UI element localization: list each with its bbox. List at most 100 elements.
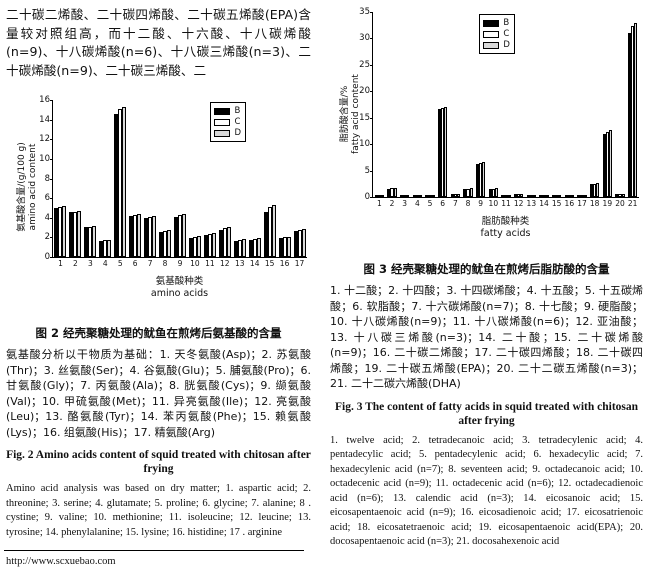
x-tick-label: 14 bbox=[249, 259, 260, 268]
y-tick-label: 20 bbox=[359, 86, 370, 97]
bar-C bbox=[163, 230, 168, 257]
x-tick-label: 17 bbox=[577, 199, 587, 208]
bar-D bbox=[181, 213, 186, 257]
y-tick-mark bbox=[50, 119, 53, 121]
bar-B bbox=[437, 109, 442, 197]
bar-B bbox=[69, 211, 74, 257]
bar-B bbox=[278, 238, 283, 257]
bar-D bbox=[152, 215, 157, 257]
legend-item: C bbox=[214, 117, 241, 127]
figure-3-x-axis-label-en: fatty acids bbox=[480, 228, 531, 239]
bar-D bbox=[456, 193, 461, 197]
figure-3-caption-cn: 图 3 经壳聚糖处理的鱿鱼在煎烤后脂肪酸的含量 bbox=[363, 262, 610, 276]
legend-swatch-B bbox=[483, 19, 500, 27]
bar-group bbox=[601, 12, 614, 197]
figure-3-x-axis-label: 脂肪酸种类 fatty acids bbox=[372, 216, 639, 240]
bar-D bbox=[494, 188, 499, 197]
bar-C bbox=[177, 214, 182, 257]
bar-C bbox=[605, 132, 609, 197]
y-tick-label: 0 bbox=[364, 192, 370, 202]
figure-2-caption-en: Fig. 2 Amino acids content of squid trea… bbox=[6, 449, 311, 475]
x-tick-label: 21 bbox=[627, 199, 638, 208]
bar-C bbox=[580, 195, 584, 197]
bar-D bbox=[301, 228, 306, 257]
bar-B bbox=[263, 211, 268, 257]
bar-B bbox=[589, 184, 594, 197]
legend-label-D: D bbox=[234, 128, 242, 138]
bar-D bbox=[226, 226, 231, 257]
y-tick-mark bbox=[50, 198, 53, 200]
x-tick-label: 10 bbox=[488, 199, 499, 208]
x-tick-label: 15 bbox=[551, 199, 562, 208]
bar-C bbox=[428, 195, 432, 197]
bar-D bbox=[271, 205, 276, 257]
y-tick-mark bbox=[370, 64, 373, 66]
x-tick-label: 3 bbox=[402, 199, 408, 208]
bar-group bbox=[98, 100, 113, 257]
figure-2-notes-cn: 氨基酸分析以干物质为基础：1. 天冬氨酸(Asp)；2. 苏氨酸(Thr)；3.… bbox=[6, 348, 311, 439]
x-tick-label: 3 bbox=[87, 259, 93, 268]
x-tick-label: 9 bbox=[177, 259, 183, 268]
x-tick-label: 16 bbox=[279, 259, 290, 268]
y-tick-label: 0 bbox=[44, 252, 50, 262]
legend-item: D bbox=[214, 128, 241, 138]
y-tick-mark bbox=[370, 170, 373, 172]
bar-group bbox=[424, 12, 437, 197]
x-tick-label: 15 bbox=[264, 259, 275, 268]
bar-D bbox=[92, 225, 97, 257]
bar-B bbox=[564, 195, 568, 197]
y-tick-mark bbox=[50, 178, 53, 180]
x-tick-label: 1 bbox=[376, 199, 382, 208]
bar-group bbox=[462, 12, 475, 197]
bar-D bbox=[431, 195, 435, 197]
bar-D bbox=[286, 237, 291, 257]
bar-group bbox=[68, 100, 83, 257]
bar-C bbox=[267, 206, 272, 257]
bar-C bbox=[133, 214, 138, 257]
bar-group bbox=[576, 12, 589, 197]
bar-C bbox=[542, 195, 546, 197]
x-tick-label: 14 bbox=[539, 199, 549, 208]
bar-B bbox=[399, 195, 404, 197]
figure-3-y-axis-label-cn: 脂肪酸含量/% bbox=[340, 85, 350, 143]
bar-B bbox=[501, 194, 505, 197]
figure-2-chart: 氨基酸含量/(g/100 g) amino acid content 0 2 4 6 8… bbox=[6, 95, 311, 299]
legend-label-B: B bbox=[234, 106, 241, 116]
x-tick-label: 12 bbox=[513, 199, 524, 208]
bar-group bbox=[83, 100, 98, 257]
figure-2-notes-en: Amino acid analysis was based on dry mat… bbox=[6, 483, 311, 538]
legend-label-C: C bbox=[234, 117, 241, 127]
bar-D bbox=[444, 107, 448, 197]
bar-D bbox=[122, 106, 127, 257]
y-tick-label: 35 bbox=[359, 7, 370, 17]
y-tick-mark bbox=[370, 197, 373, 198]
bar-C bbox=[415, 194, 419, 197]
bar-C bbox=[466, 188, 470, 197]
bar-D bbox=[482, 162, 486, 197]
bar-D bbox=[520, 193, 524, 197]
bar-C bbox=[491, 188, 495, 197]
y-tick-mark bbox=[50, 217, 53, 219]
bar-B bbox=[203, 235, 208, 257]
bar-B bbox=[425, 195, 429, 197]
bar-D bbox=[167, 229, 172, 257]
bar-B bbox=[99, 241, 104, 257]
legend-swatch-C bbox=[214, 118, 231, 126]
x-tick-label: 5 bbox=[117, 259, 123, 268]
figure-3-notes-en: 1. twelve acid; 2. tetradecanoic acid; 3… bbox=[330, 434, 643, 548]
bar-group bbox=[113, 100, 128, 257]
bar-group bbox=[500, 12, 513, 197]
bar-D bbox=[608, 130, 613, 197]
bar-D bbox=[558, 195, 562, 197]
bar-D bbox=[211, 233, 216, 257]
figure-3-plot-area: 0 5 10 15 20 25 30 35 1 2 3 4 5 6 7 8 9 10 11 12 13 14 15 16 17 1… bbox=[359, 7, 639, 208]
bar-B bbox=[526, 195, 530, 197]
bar-B bbox=[488, 188, 492, 197]
bar-C bbox=[390, 188, 394, 197]
bar-B bbox=[551, 195, 556, 197]
y-tick-label: 12 bbox=[39, 134, 50, 145]
bar-D bbox=[418, 194, 423, 197]
left-column: 二十碳二烯酸、二十碳四烯酸、二十碳五烯酸(EPA)含量较对照组高，而十二酸、十六… bbox=[6, 6, 311, 540]
bar-D bbox=[634, 22, 638, 197]
